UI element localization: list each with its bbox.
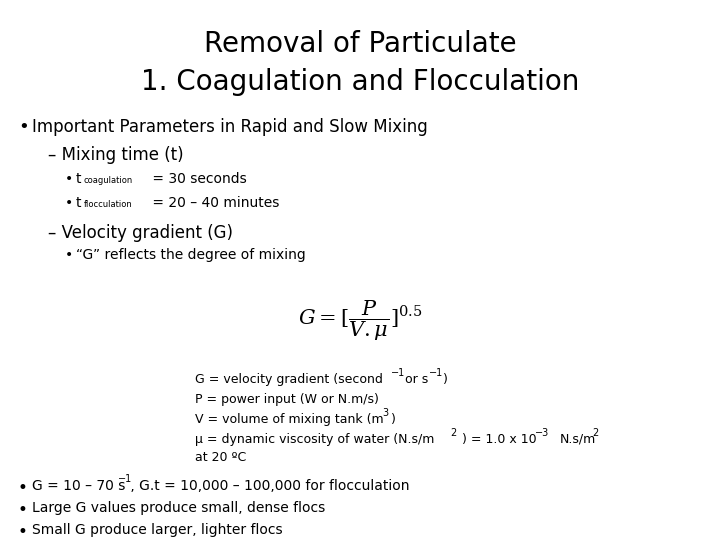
Text: t: t xyxy=(76,196,81,210)
Text: t: t xyxy=(76,172,81,186)
Text: •: • xyxy=(18,118,29,136)
Text: •: • xyxy=(18,501,28,519)
Text: ): ) xyxy=(439,373,448,386)
Text: or s: or s xyxy=(401,373,428,386)
Text: coagulation: coagulation xyxy=(84,176,133,185)
Text: μ = dynamic viscosity of water (N.s/m: μ = dynamic viscosity of water (N.s/m xyxy=(195,433,434,446)
Text: ) = 1.0 x 10: ) = 1.0 x 10 xyxy=(458,433,536,446)
Text: $G = [\dfrac{P}{V.\mu}]^{0.5}$: $G = [\dfrac{P}{V.\mu}]^{0.5}$ xyxy=(298,298,422,342)
Text: Removal of Particulate: Removal of Particulate xyxy=(204,30,516,58)
Text: – Mixing time (t): – Mixing time (t) xyxy=(48,146,184,164)
Text: , G.t = 10,000 – 100,000 for flocculation: , G.t = 10,000 – 100,000 for flocculatio… xyxy=(126,479,410,493)
Text: = 20 – 40 minutes: = 20 – 40 minutes xyxy=(148,196,279,210)
Text: V = volume of mixing tank (m: V = volume of mixing tank (m xyxy=(195,413,384,426)
Text: G = velocity gradient (second: G = velocity gradient (second xyxy=(195,373,383,386)
Text: ): ) xyxy=(391,413,396,426)
Text: •: • xyxy=(18,523,28,540)
Text: = 30 seconds: = 30 seconds xyxy=(148,172,247,186)
Text: 1. Coagulation and Flocculation: 1. Coagulation and Flocculation xyxy=(141,68,579,96)
Text: “G” reflects the degree of mixing: “G” reflects the degree of mixing xyxy=(76,248,306,262)
Text: G = 10 – 70 s: G = 10 – 70 s xyxy=(32,479,125,493)
Text: −1: −1 xyxy=(429,368,444,378)
Text: at 20 ºC: at 20 ºC xyxy=(195,451,246,464)
Text: Small G produce larger, lighter flocs: Small G produce larger, lighter flocs xyxy=(32,523,283,537)
Text: −1: −1 xyxy=(118,474,132,484)
Text: N.s/m: N.s/m xyxy=(560,433,596,446)
Text: – Velocity gradient (G): – Velocity gradient (G) xyxy=(48,224,233,242)
Text: 2: 2 xyxy=(450,428,456,438)
Text: Important Parameters in Rapid and Slow Mixing: Important Parameters in Rapid and Slow M… xyxy=(32,118,428,136)
Text: −1: −1 xyxy=(391,368,405,378)
Text: •: • xyxy=(65,172,73,186)
Text: flocculation: flocculation xyxy=(84,200,132,209)
Text: •: • xyxy=(65,248,73,262)
Text: 3: 3 xyxy=(382,408,388,418)
Text: •: • xyxy=(65,196,73,210)
Text: Large G values produce small, dense flocs: Large G values produce small, dense floc… xyxy=(32,501,325,515)
Text: 2: 2 xyxy=(592,428,598,438)
Text: −3: −3 xyxy=(535,428,549,438)
Text: P = power input (W or N.m/s): P = power input (W or N.m/s) xyxy=(195,393,379,406)
Text: •: • xyxy=(18,479,28,497)
